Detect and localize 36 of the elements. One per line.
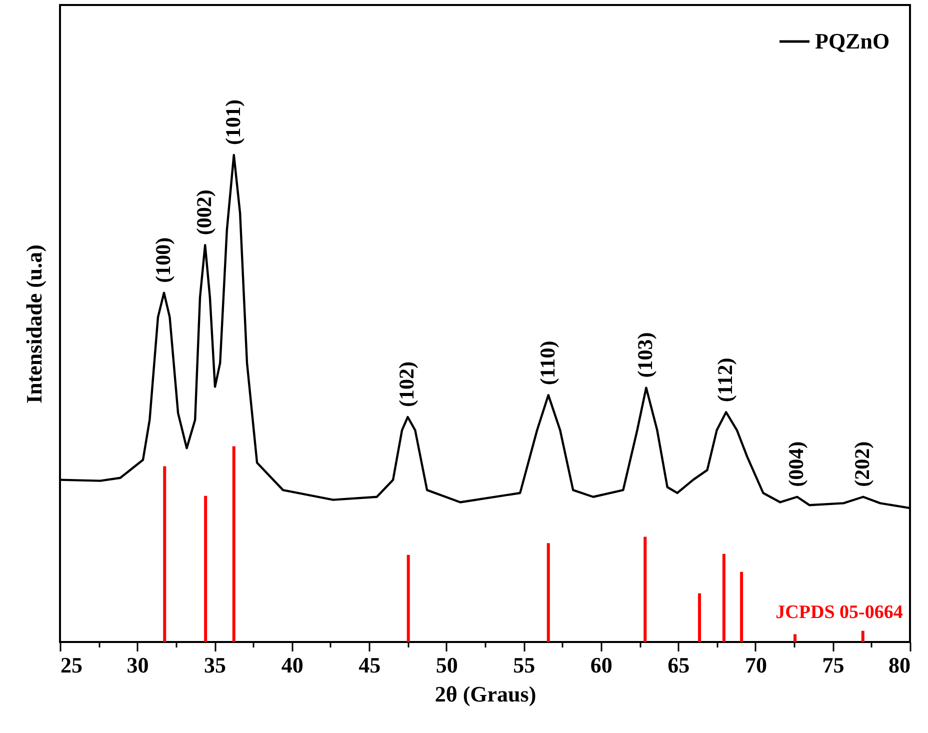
x-tick-label: 25	[60, 652, 82, 678]
bar	[861, 630, 864, 642]
x-tick-label: 55	[513, 652, 536, 678]
annotation: (112)	[713, 358, 738, 402]
annotation: (002)	[192, 190, 216, 236]
x-tick-label: 80	[888, 652, 910, 678]
bar	[204, 496, 208, 642]
x-tick-label: 60	[590, 652, 612, 678]
bar	[698, 593, 702, 642]
x-tick-label: 65	[668, 652, 690, 678]
annotation: (100)	[151, 237, 176, 283]
annotation: (004)	[784, 441, 808, 487]
annotation: (202)	[850, 441, 874, 487]
x-tick-label: 35	[204, 652, 226, 678]
bar	[644, 536, 647, 642]
bar	[406, 554, 410, 642]
x-tick-label: 40	[281, 652, 304, 678]
annotation: (102)	[394, 362, 419, 408]
annotation: (101)	[220, 99, 245, 145]
bar	[740, 572, 744, 642]
y-axis-title: Intensidade (u.a)	[22, 244, 46, 404]
x-tick-label: 50	[436, 652, 458, 678]
x-tick-label: 45	[358, 652, 381, 678]
bar	[163, 466, 166, 642]
bar	[722, 554, 726, 642]
series-label: JCPDS 05-0664	[776, 602, 904, 623]
x-tick-label: 30	[126, 652, 149, 678]
annotation: (103)	[633, 332, 658, 378]
bar	[546, 543, 550, 642]
x-tick-label: 75	[822, 652, 844, 678]
annotation: (110)	[535, 340, 560, 386]
x-axis-title: 2θ (Graus)	[434, 682, 536, 706]
legend-label: PQZnO	[815, 28, 890, 54]
x-tick-label: 70	[744, 652, 767, 678]
bar	[232, 446, 236, 642]
bar	[794, 634, 797, 642]
